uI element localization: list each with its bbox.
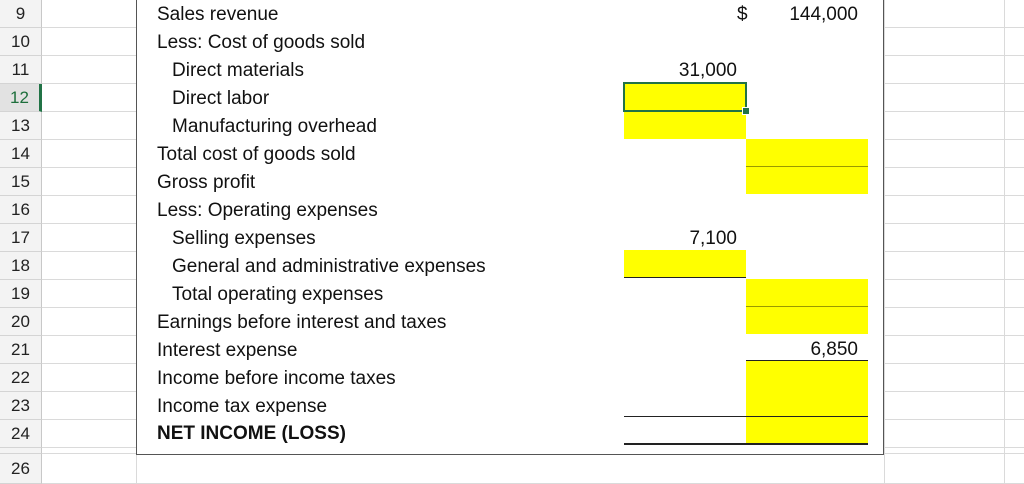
active-cell-selection[interactable] bbox=[623, 82, 747, 112]
column-gridline bbox=[1004, 0, 1005, 484]
row-header-10[interactable]: 10 bbox=[0, 28, 42, 56]
cell-total-operating[interactable] bbox=[746, 279, 868, 306]
row-header-22[interactable]: 22 bbox=[0, 364, 42, 392]
column-gridline bbox=[884, 0, 885, 484]
double-underline-net-income bbox=[624, 443, 868, 445]
grid-row bbox=[42, 454, 1024, 484]
row-header-14[interactable]: 14 bbox=[0, 140, 42, 168]
currency-symbol: $ bbox=[737, 4, 748, 25]
row-header-11[interactable]: 11 bbox=[0, 56, 42, 84]
cell-gross-profit[interactable] bbox=[746, 167, 868, 194]
label-sales-revenue: Sales revenue bbox=[157, 4, 279, 25]
cell-direct-labor[interactable] bbox=[624, 83, 746, 111]
label-less-operating: Less: Operating expenses bbox=[157, 200, 378, 221]
row-header-hidden[interactable] bbox=[0, 448, 42, 454]
label-direct-labor: Direct labor bbox=[172, 88, 270, 109]
row-header-24[interactable]: 24 bbox=[0, 420, 42, 448]
value-selling-expenses[interactable]: 7,100 bbox=[689, 228, 737, 249]
label-total-operating: Total operating expenses bbox=[172, 284, 384, 305]
row-header-15[interactable]: 15 bbox=[0, 168, 42, 196]
row-header-20[interactable]: 20 bbox=[0, 308, 42, 336]
cell-ebit[interactable] bbox=[746, 307, 868, 334]
cell-divider bbox=[746, 166, 868, 167]
label-total-cogs: Total cost of goods sold bbox=[157, 144, 356, 165]
row-header-21[interactable]: 21 bbox=[0, 336, 42, 364]
underline-interest bbox=[746, 360, 868, 361]
label-selling-expenses: Selling expenses bbox=[172, 228, 316, 249]
label-income-tax-expense: Income tax expense bbox=[157, 396, 328, 417]
underline-operating bbox=[624, 277, 746, 278]
row-header-18[interactable]: 18 bbox=[0, 252, 42, 280]
label-general-admin: General and administrative expenses bbox=[172, 256, 486, 277]
row-header-26[interactable]: 26 bbox=[0, 454, 42, 484]
value-interest-expense[interactable]: 6,850 bbox=[810, 339, 858, 360]
cell-general-admin[interactable] bbox=[624, 250, 746, 277]
row-header-17[interactable]: 17 bbox=[0, 224, 42, 252]
row-header-13[interactable]: 13 bbox=[0, 112, 42, 140]
label-ebit: Earnings before interest and taxes bbox=[157, 312, 447, 333]
cell-income-tax-expense[interactable] bbox=[746, 389, 868, 416]
row-header-9[interactable]: 9 bbox=[0, 0, 42, 28]
row-header-16[interactable]: 16 bbox=[0, 196, 42, 224]
label-manufacturing-overhead: Manufacturing overhead bbox=[172, 116, 377, 137]
label-gross-profit: Gross profit bbox=[157, 172, 256, 193]
underline-tax bbox=[624, 416, 868, 417]
cell-manufacturing-overhead[interactable] bbox=[624, 112, 746, 139]
cell-income-before-taxes[interactable] bbox=[746, 361, 868, 389]
label-net-income: NET INCOME (LOSS) bbox=[157, 423, 346, 444]
label-income-before-taxes: Income before income taxes bbox=[157, 368, 396, 389]
value-direct-materials[interactable]: 31,000 bbox=[678, 60, 737, 81]
label-less-cogs: Less: Cost of goods sold bbox=[157, 32, 366, 53]
label-direct-materials: Direct materials bbox=[172, 60, 304, 81]
cell-total-cogs[interactable] bbox=[746, 139, 868, 166]
value-sales-revenue[interactable]: 144,000 bbox=[789, 4, 858, 25]
fill-handle[interactable] bbox=[742, 107, 750, 115]
label-interest-expense: Interest expense bbox=[157, 340, 298, 361]
row-header-12[interactable]: 12 bbox=[0, 84, 42, 112]
row-header-23[interactable]: 23 bbox=[0, 392, 42, 420]
income-statement-box: Sales revenue Less: Cost of goods sold D… bbox=[136, 0, 884, 455]
cell-net-income[interactable] bbox=[746, 417, 868, 444]
cell-divider bbox=[746, 306, 868, 307]
row-header-19[interactable]: 19 bbox=[0, 280, 42, 308]
